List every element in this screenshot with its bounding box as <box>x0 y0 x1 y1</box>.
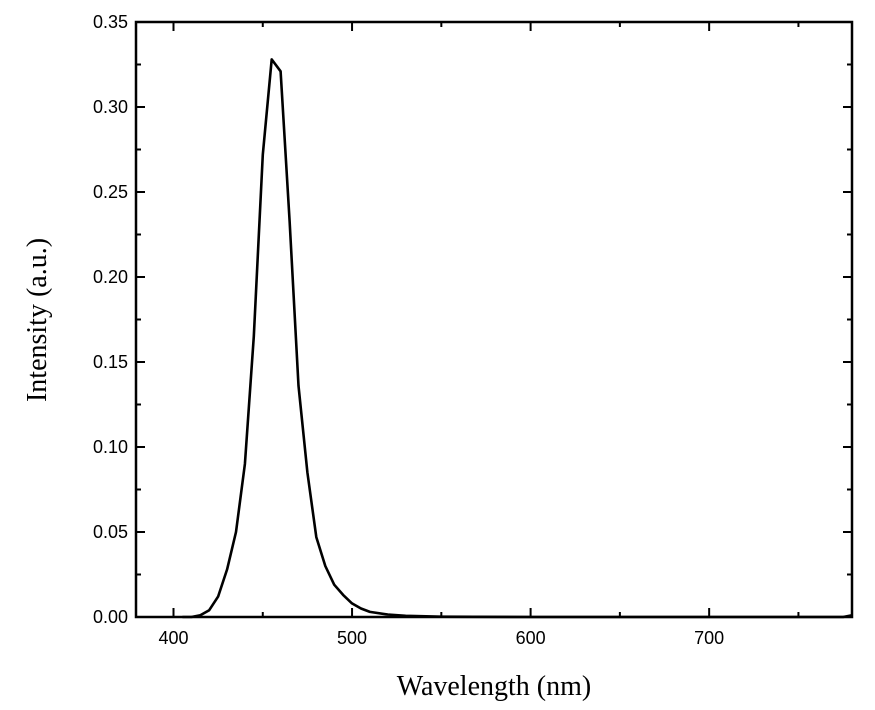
x-axis-title: Wavelength (nm) <box>397 671 591 702</box>
x-tick-label: 600 <box>516 628 546 648</box>
y-tick-label: 0.20 <box>93 267 128 287</box>
y-tick-label: 0.00 <box>93 607 128 627</box>
y-tick-label: 0.15 <box>93 352 128 372</box>
y-tick-label: 0.05 <box>93 522 128 542</box>
y-tick-label: 0.30 <box>93 97 128 117</box>
tick-labels: 400 500 600 700 0.00 0.05 0.10 0.15 0.20 0.25 0.30… <box>93 12 724 648</box>
y-tick-label: 0.25 <box>93 182 128 202</box>
plot-frame <box>134 20 854 619</box>
x-tick-label: 700 <box>694 628 724 648</box>
x-tick-label: 400 <box>158 628 188 648</box>
x-tick-label: 500 <box>337 628 367 648</box>
ticks <box>136 21 852 618</box>
y-tick-label: 0.35 <box>93 12 128 32</box>
series-line <box>182 58 853 619</box>
y-tick-label: 0.10 <box>93 437 128 457</box>
y-axis-title: Intensity (a.u.) <box>22 238 53 402</box>
